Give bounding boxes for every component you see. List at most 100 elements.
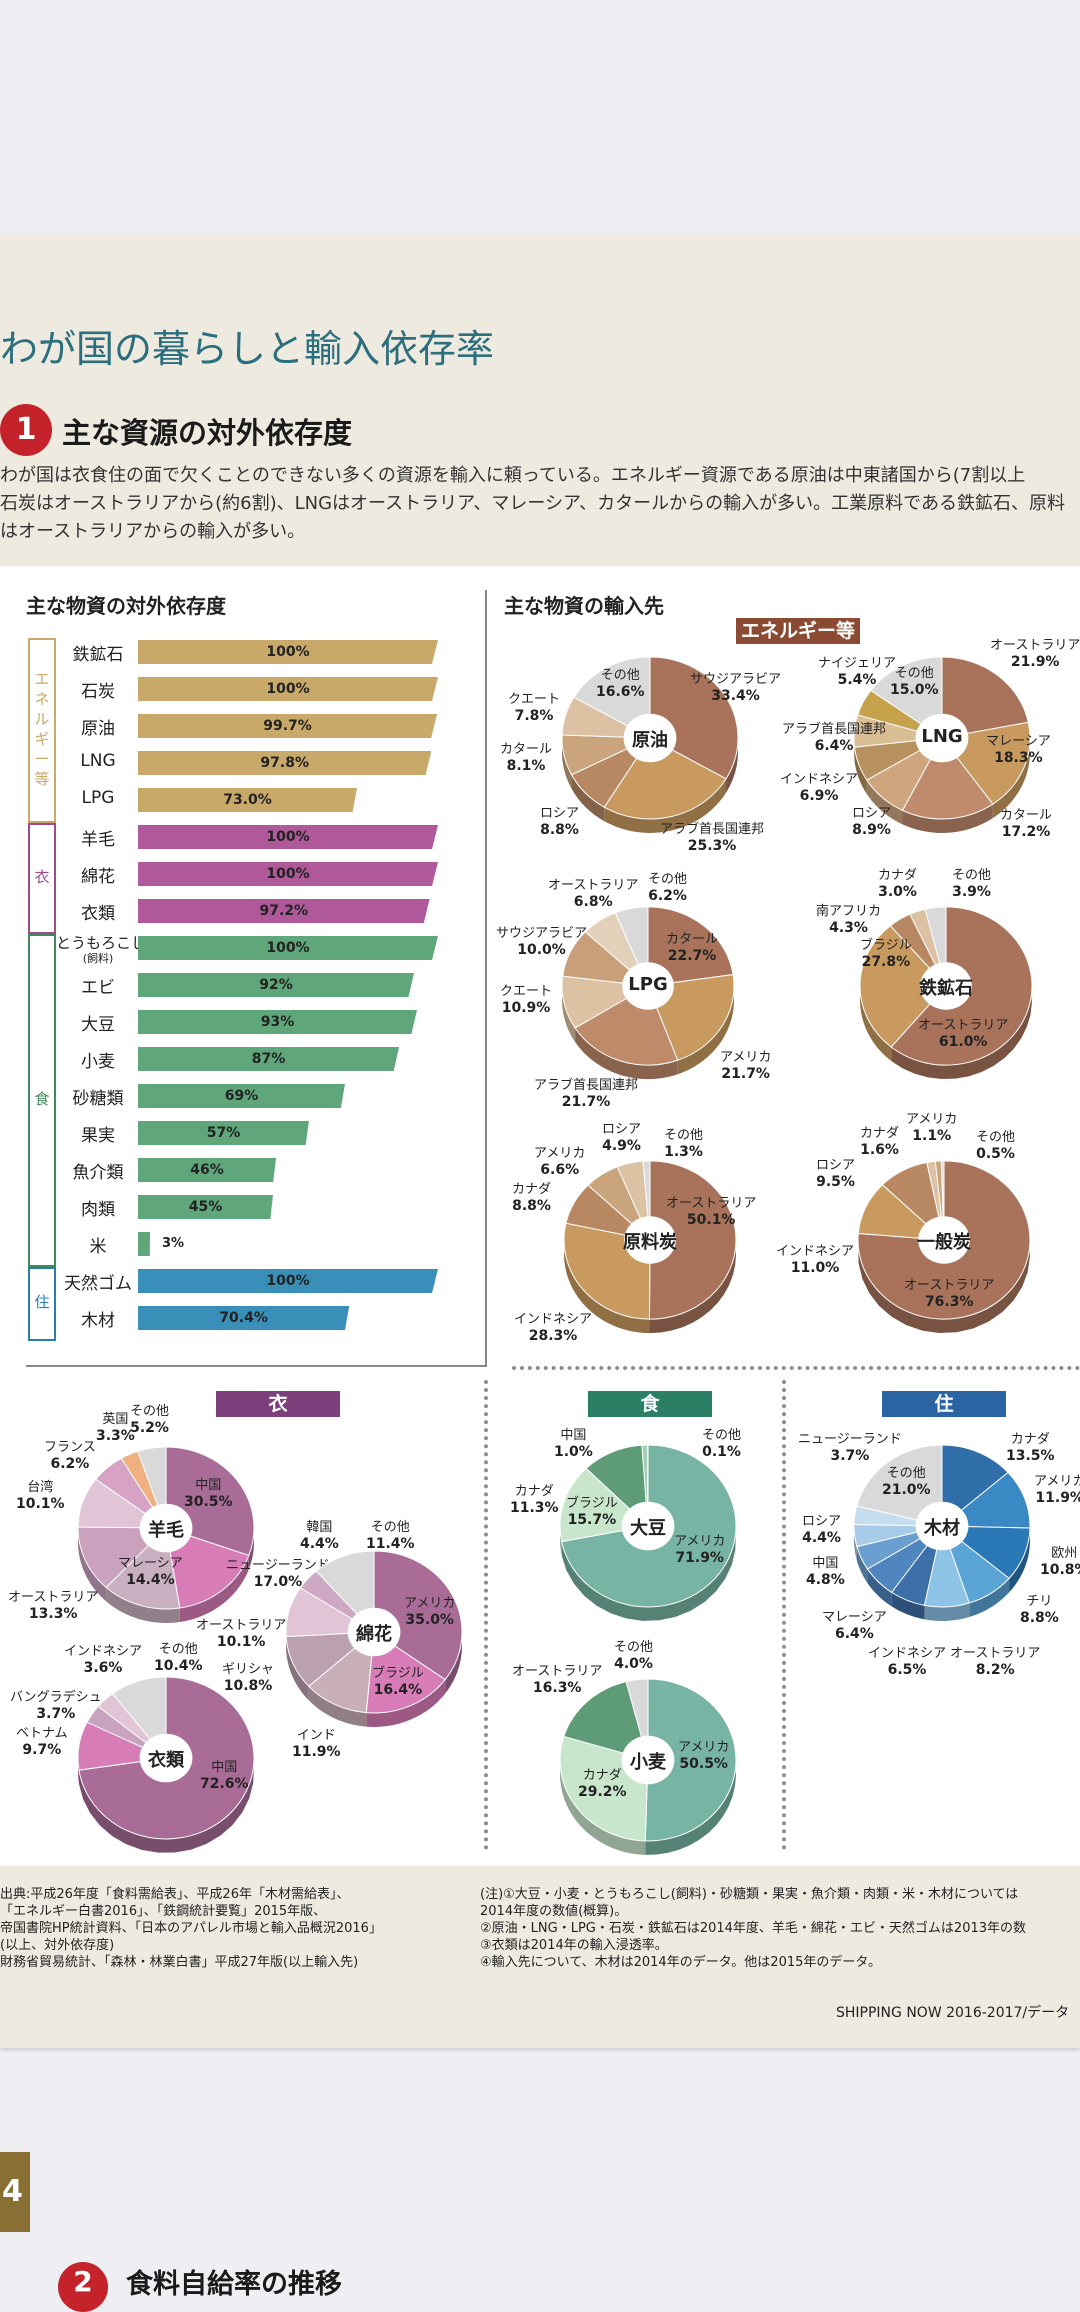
dependency-bar: 70.4%	[138, 1306, 350, 1330]
pie-center-label: 原料炭	[623, 1232, 677, 1253]
pie-slice-label: アラブ首長国連邦 21.7%	[534, 1078, 638, 1110]
dependency-bar: 100%	[138, 862, 438, 886]
slice-name: マレーシア	[118, 1556, 183, 1571]
pie-svg	[285, 1550, 463, 1727]
slice-value: 35.0%	[405, 1612, 454, 1628]
slice-value: 76.3%	[924, 1294, 974, 1310]
pie-center-label: 鉄鉱石	[919, 978, 973, 999]
dependency-item-label: 砂糖類	[72, 1089, 124, 1109]
slice-name: 韓国	[306, 1520, 333, 1535]
slice-value: 11.4%	[366, 1536, 415, 1552]
dependency-bar: 100%	[138, 825, 438, 849]
pie-slice-side	[564, 1223, 650, 1334]
pie-chart-soy	[556, 1434, 740, 1638]
page-number: 4	[0, 2152, 30, 2232]
dependency-item-label: 小麦	[81, 1052, 115, 1072]
slice-name: カナダ	[582, 1768, 622, 1783]
pie-slice-side	[924, 1602, 970, 1621]
pie-svg	[77, 1676, 255, 1853]
dependency-bar: 100%	[138, 677, 438, 701]
pie-slice-label: インドネシア 28.3%	[514, 1312, 592, 1344]
group-label: 食	[34, 1089, 50, 1108]
pie-center-hole	[139, 1733, 193, 1783]
pie-chart-wheat	[556, 1668, 740, 1872]
pie-slice-label: オーストラリア 16.3%	[512, 1664, 602, 1696]
slice-name: その他	[886, 1466, 926, 1481]
dependency-bar: 100%	[138, 936, 438, 960]
pie-svg	[77, 1446, 255, 1623]
slice-value: 11.0%	[790, 1260, 840, 1276]
slice-name: その他	[976, 1130, 1016, 1145]
pie-center-label: 原油	[632, 730, 668, 751]
slice-value: 10.4%	[154, 1658, 203, 1674]
dependency-title: 主な物資の対外依存度	[26, 594, 226, 618]
slice-value: 6.9%	[799, 788, 839, 804]
pie-slice	[165, 1527, 250, 1609]
pie-slice-label: アメリカ 1.1%	[906, 1112, 957, 1144]
pie-chart-timber	[850, 1434, 1034, 1638]
pie-slice-label: その他 3.9%	[952, 868, 991, 900]
slice-value: 17.0%	[253, 1574, 303, 1590]
slice-value: 15.0%	[890, 682, 939, 698]
pie-center-hole	[915, 1501, 969, 1551]
slice-name: ロシア	[816, 1158, 856, 1173]
section2-number-badge: 2	[58, 2262, 108, 2312]
note-line: ②原油・LNG・LPG・石炭・鉄鉱石は2014年度、羊毛・綿花・エビ・天然ゴムは…	[480, 1921, 1027, 1936]
pie-slice-label: その他 15.0%	[890, 666, 939, 698]
dependency-item-label: LPG	[81, 788, 115, 808]
pie-slice-label: クエート 10.9%	[500, 984, 552, 1016]
pie-slice-label: インドネシア 6.5%	[868, 1646, 946, 1678]
slice-value: 11.9%	[292, 1744, 341, 1760]
slice-value: 4.8%	[806, 1572, 845, 1588]
slice-name: オーストラリア	[666, 1196, 757, 1211]
slice-value: 16.4%	[373, 1682, 423, 1698]
source-line: 帝国書院HP統計資料、「日本のアパレル市場と輸入品概況2016」	[0, 1921, 382, 1936]
dependency-item-label: LNG	[80, 751, 116, 771]
note-line: 2014年度の数値(概算)。	[480, 1904, 628, 1919]
slice-name: クエート	[500, 984, 553, 999]
pie-slice-label: カナダ 8.8%	[512, 1182, 551, 1214]
dotted-divider-vertical	[484, 1380, 488, 1850]
pie-slice-label: フランス 6.2%	[44, 1440, 96, 1472]
pie-slice-label: カタール 8.1%	[500, 742, 552, 774]
pie-center-hole	[621, 1501, 675, 1551]
dependency-item-label: 衣類	[81, 904, 115, 924]
slice-value: 0.1%	[702, 1444, 741, 1460]
note-line: (注)①大豆・小麦・とうもろこし(飼料)・砂糖類・果実・魚介類・肉類・米・木材に…	[480, 1887, 1019, 1902]
pie-svg	[561, 656, 739, 833]
pie-slice-label: アラブ首長国連邦 6.4%	[782, 722, 886, 754]
pie-svg	[559, 1678, 737, 1855]
slice-value: 5.4%	[837, 672, 877, 688]
pie-chart-iron	[856, 896, 1036, 1096]
slice-value: 71.9%	[675, 1550, 724, 1566]
slice-name: アメリカ	[678, 1740, 730, 1755]
group-bracket	[28, 638, 56, 823]
slice-value: 6.2%	[648, 888, 687, 904]
slice-value: 10.8%	[1040, 1562, 1080, 1578]
pie-slice-side	[78, 1526, 107, 1602]
slice-value: 22.7%	[667, 948, 717, 964]
dependency-bar: 100%	[138, 640, 438, 664]
slice-name: サウジアラビア	[690, 672, 782, 687]
slice-name: アメリカ	[404, 1596, 456, 1611]
pie-slice-side	[992, 722, 1030, 819]
slice-name: チリ	[1026, 1594, 1053, 1609]
slice-value: 4.3%	[829, 920, 868, 936]
pie-slice-label: カタール 17.2%	[1000, 808, 1052, 840]
slice-value: 11.3%	[510, 1500, 559, 1516]
top-band	[0, 0, 1080, 234]
pie-slice-label: ナイジェリア 5.4%	[818, 656, 896, 688]
slice-name: オーストラリア	[548, 878, 639, 893]
dependency-bar: 57%	[138, 1121, 309, 1145]
slice-name: 中国	[812, 1556, 839, 1571]
slice-name: マレーシア	[822, 1610, 887, 1625]
dependency-bar: 46%	[138, 1158, 276, 1182]
slice-value: 3.7%	[830, 1448, 870, 1464]
pie-center-label: 一般炭	[917, 1232, 971, 1253]
slice-name: 中国	[211, 1760, 238, 1775]
pie-slice-side	[562, 976, 576, 1042]
pie-svg	[859, 906, 1033, 1080]
slice-value: 3.9%	[952, 884, 991, 900]
slice-name: サウジアラビア	[496, 926, 588, 941]
slice-value: 6.5%	[887, 1662, 927, 1678]
